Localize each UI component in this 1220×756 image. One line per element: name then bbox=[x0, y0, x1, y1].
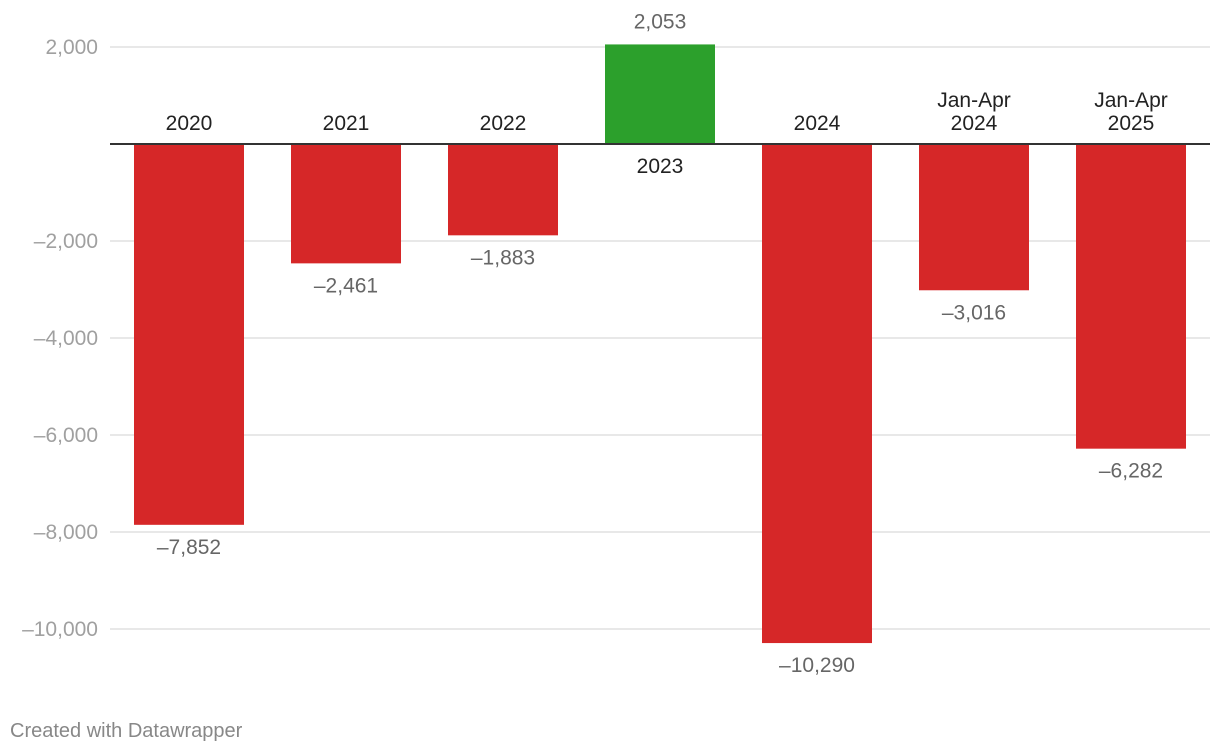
value-label: –6,282 bbox=[1099, 460, 1163, 483]
y-tick-label: –10,000 bbox=[22, 618, 98, 641]
bars bbox=[134, 44, 1186, 644]
category-label-line: 2021 bbox=[323, 112, 370, 135]
bar bbox=[134, 144, 244, 525]
category-label: 2023 bbox=[637, 155, 684, 178]
category-label: 2020 bbox=[166, 112, 213, 135]
category-label: 2022 bbox=[480, 112, 527, 135]
y-tick-label: –2,000 bbox=[34, 230, 98, 253]
category-label-line: 2024 bbox=[951, 112, 998, 135]
data-labels: –7,852 –2,461 –1,883 2,053 –10,290 –3,016 –6,2… bbox=[157, 10, 1163, 677]
bar bbox=[919, 144, 1029, 291]
category-label: 2024 bbox=[794, 112, 841, 135]
value-label: –1,883 bbox=[471, 246, 535, 269]
category-label: 2021 bbox=[323, 112, 370, 135]
footer-credit: Created with Datawrapper bbox=[10, 720, 243, 742]
value-label: –3,016 bbox=[942, 301, 1006, 324]
y-tick-label: –6,000 bbox=[34, 424, 98, 447]
value-label: 2,053 bbox=[634, 10, 687, 33]
value-label: –7,852 bbox=[157, 536, 221, 559]
category-label-line: 2024 bbox=[794, 112, 841, 135]
category-label-line: 2022 bbox=[480, 112, 527, 135]
value-label: –2,461 bbox=[314, 274, 378, 297]
bar bbox=[762, 144, 872, 644]
category-label-line: 2023 bbox=[637, 155, 684, 178]
category-label: Jan-Apr 2024 bbox=[937, 89, 1011, 135]
category-label: Jan-Apr 2025 bbox=[1094, 89, 1168, 135]
y-tick-label: 2,000 bbox=[45, 36, 98, 59]
y-tick-label: –8,000 bbox=[34, 521, 98, 544]
category-label-line: 2020 bbox=[166, 112, 213, 135]
y-axis-tick-labels: 2,000 –2,000 –4,000 –6,000 –8,000 –10,000 bbox=[22, 36, 98, 641]
y-tick-label: –4,000 bbox=[34, 327, 98, 350]
category-label-line: Jan-Apr bbox=[937, 89, 1011, 112]
bar bbox=[291, 144, 401, 264]
bar bbox=[605, 44, 715, 144]
bar bbox=[1076, 144, 1186, 449]
bar bbox=[448, 144, 558, 236]
category-label-line: 2025 bbox=[1108, 112, 1155, 135]
category-label-line: Jan-Apr bbox=[1094, 89, 1168, 112]
value-label: –10,290 bbox=[779, 654, 855, 677]
